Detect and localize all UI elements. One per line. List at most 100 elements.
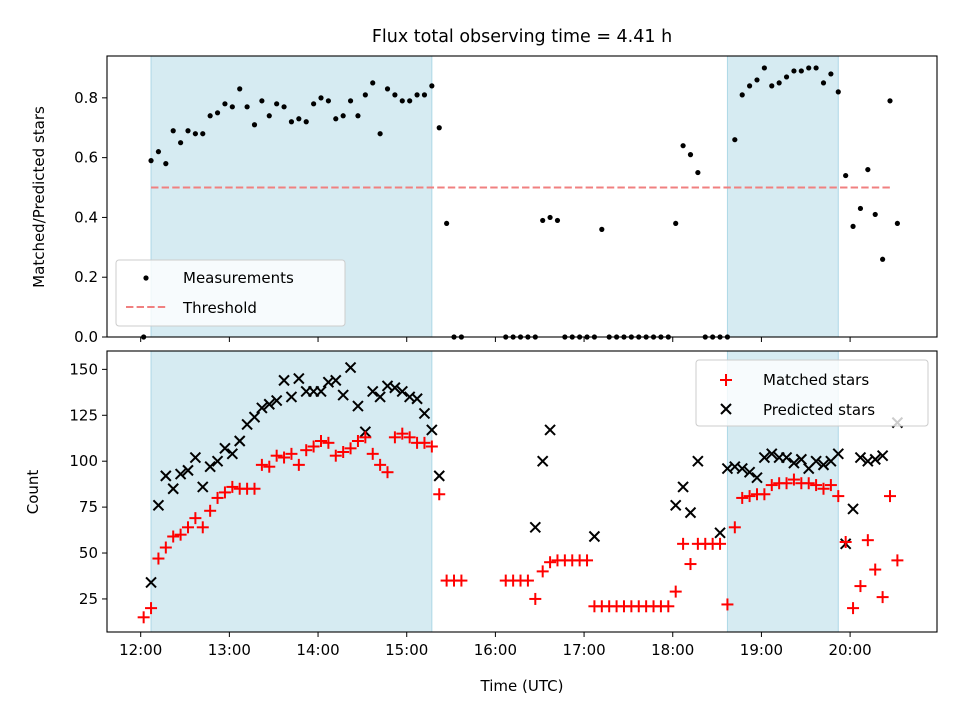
top-legend: Measurements Threshold [115, 259, 346, 327]
predicted-star-point [544, 424, 556, 436]
matched-stars-points [137, 427, 904, 624]
matched-star-point [263, 460, 276, 473]
legend-predicted-label: Predicted stars [763, 401, 875, 419]
predicted-star-point [832, 448, 844, 460]
measurement-point [303, 119, 309, 125]
measurement-point [865, 166, 871, 173]
top-y-axis-label: Matched/Predicted stars [30, 106, 48, 288]
predicted-star-point [160, 470, 172, 482]
measurement-point [421, 92, 428, 98]
matched-star-point [248, 482, 261, 495]
y-tick-label: 150 [69, 360, 98, 378]
matched-star-point [521, 574, 534, 587]
measurement-point [599, 226, 605, 232]
predicted-star-point [758, 451, 771, 464]
legend-measurements-marker [143, 275, 149, 281]
y-tick-label: 0.2 [74, 268, 98, 286]
predicted-star-point [692, 455, 704, 467]
x-tick-label: 15:00 [385, 641, 428, 659]
matched-star-point [403, 431, 416, 444]
measurement-point [274, 101, 280, 107]
matched-star-point [204, 504, 217, 517]
y-tick-label: 100 [69, 452, 98, 470]
bottom-y-axis-label: Count [24, 470, 42, 515]
matched-star-point [418, 436, 431, 449]
measurement-point [436, 125, 442, 131]
matched-star-point [581, 554, 594, 567]
legend-matched-marker [720, 374, 732, 386]
matched-star-point [255, 458, 268, 471]
predicted-star-point [152, 499, 165, 511]
y-tick-label: 0.0 [74, 328, 98, 346]
predicted-star-point [714, 527, 726, 539]
matched-star-point [832, 490, 845, 503]
predicted-star-point [226, 448, 239, 460]
matched-star-point [765, 479, 778, 492]
measurement-point [266, 113, 272, 119]
y-tick-label: 0.4 [74, 208, 98, 226]
measurement-point [791, 68, 797, 74]
predicted-star-point [270, 394, 283, 407]
measurement-point [857, 205, 864, 212]
top-y-ticks: 0.0 0.2 0.4 0.6 0.8 [74, 89, 107, 346]
legend-threshold-label: Threshold [182, 299, 257, 317]
predicted-star-point [234, 435, 246, 447]
matched-star-point [388, 431, 401, 444]
matched-star-point [884, 490, 897, 503]
measurement-point [739, 92, 745, 98]
predicted-star-point [869, 453, 881, 466]
measurement-point [680, 143, 686, 149]
matched-star-point [669, 585, 682, 598]
predicted-star-point [529, 521, 542, 534]
measurement-point [783, 74, 790, 80]
measurement-point [347, 98, 354, 104]
measurement-point [384, 86, 391, 92]
top-axes-frame [106, 55, 938, 338]
measurement-point [732, 137, 738, 143]
matched-star-point [374, 458, 387, 471]
predicted-star-point [411, 393, 423, 405]
predicted-star-point [256, 402, 268, 414]
top-panel: 0.00.20.40.60.8 Matched/Predicted stars … [30, 55, 938, 346]
matched-star-point [425, 440, 438, 453]
measurement-point [540, 217, 546, 224]
predicted-star-point [330, 374, 342, 387]
predicted-star-point [344, 361, 357, 374]
predicted-star-point [766, 448, 778, 460]
predicted-star-point [736, 462, 748, 475]
predicted-star-point [174, 468, 187, 480]
predicted-star-point [248, 411, 261, 423]
matched-star-point [292, 458, 305, 471]
measurement-point [370, 80, 376, 86]
measurement-point [192, 131, 198, 137]
predicted-star-point [145, 576, 157, 589]
predicted-star-point [197, 481, 209, 493]
chart-title: Flux total observing time = 4.41 h [372, 27, 672, 47]
measurement-point [806, 65, 812, 71]
measurement-point [318, 95, 324, 101]
predicted-star-point [219, 442, 231, 455]
x-tick-label: 17:00 [562, 641, 605, 659]
matched-star-point [300, 444, 313, 457]
matched-star-point [359, 431, 372, 444]
matched-star-point [787, 473, 800, 486]
matched-star-point [854, 580, 867, 593]
measurement-point [769, 83, 775, 89]
measurement-point [673, 220, 679, 227]
matched-star-point [145, 602, 158, 615]
matched-star-point [307, 440, 320, 453]
measurement-point [761, 65, 767, 71]
x-tick-label: 16:00 [474, 641, 517, 659]
measurement-point [687, 152, 694, 158]
matched-star-point [278, 451, 291, 464]
x-tick-label: 18:00 [651, 641, 694, 659]
measurement-point [185, 128, 191, 134]
matched-star-point [137, 611, 150, 624]
matched-star-point [337, 446, 350, 459]
matched-star-point [847, 602, 860, 615]
predicted-star-point [426, 424, 438, 436]
measurement-point [414, 92, 420, 98]
predicted-star-point [743, 466, 756, 478]
matched-star-point [218, 486, 231, 499]
